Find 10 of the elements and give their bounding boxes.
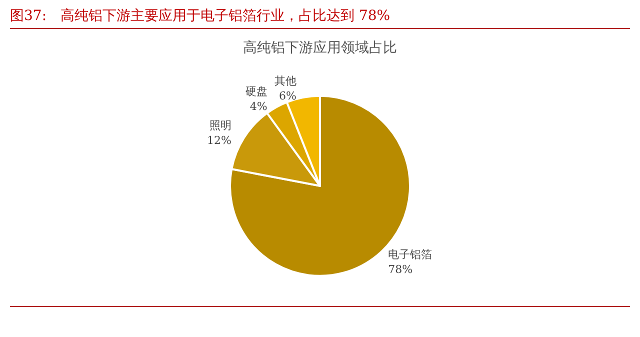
data-label: 6% xyxy=(278,90,296,103)
chart-subtitle: 高纯铝下游应用领域占比 xyxy=(243,40,397,56)
slice-label: 其他 xyxy=(274,74,296,88)
data-label: 12% xyxy=(206,134,232,147)
data-label: 78% xyxy=(388,263,413,276)
slice-label: 硬盘 xyxy=(245,85,268,98)
slice-label: 电子铝箔 xyxy=(388,248,432,262)
data-label: 4% xyxy=(250,100,268,114)
slice-label: 照明 xyxy=(209,118,232,132)
chart-title: 图37: 高纯铝下游主要应用于电子铝箔行业，占比达到 78% xyxy=(10,4,630,29)
